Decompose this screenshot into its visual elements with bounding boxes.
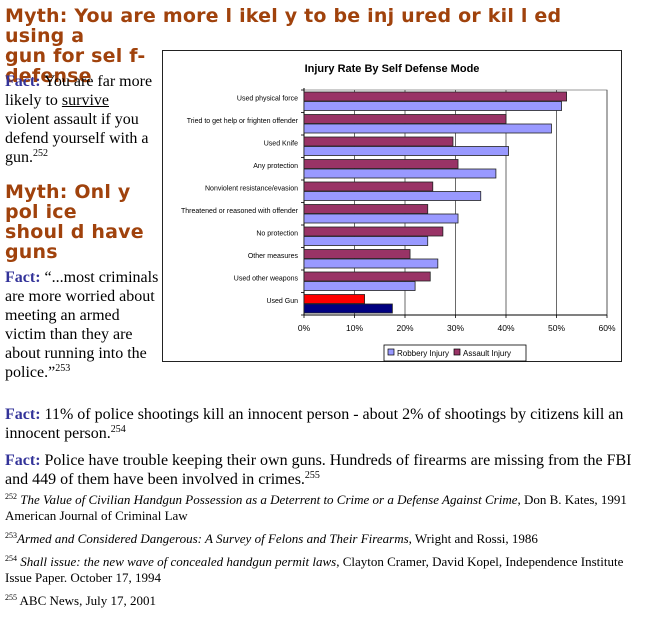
fact-text: “...most criminals are more worried abou… [5,269,159,381]
footnote-253: 253Armed and Considered Dangerous: A Sur… [5,531,650,547]
myth-heading-police: Myth: Onl y pol ice shoul d have guns [5,182,155,262]
injury-rate-chart: Injury Rate By Self Defense Mode Used ph… [181,63,616,362]
bar-assault-injury [303,159,459,169]
fact-fbi-guns-paragraph: Fact: Police have trouble keeping their … [5,451,645,489]
chart-title: Injury Rate By Self Defense Mode [305,63,480,75]
bar-assault-injury [303,294,365,304]
footnote-source: , Wright and Rossi, 1986 [408,531,538,546]
x-tick-label: 30% [447,323,464,333]
chart-x-ticks: 0% 10% 20% 30% 40% 50% 60% [298,315,616,333]
category-label: Any protection [253,163,298,170]
heading-line: pol ice [5,201,77,223]
category-label: No protection [256,230,298,237]
footnote-ref: 252 [33,148,48,159]
footnote-number: 253 [5,531,17,540]
category-label: Used other weapons [234,275,299,282]
heading-line: guns [5,241,58,263]
footnote-source: , Don B. Kates, 1991 American Journal of… [5,492,627,523]
bar-robbery-injury [303,123,552,134]
bar-assault-injury [303,91,568,102]
heading-line: gun for sel f- [5,45,146,67]
bar-robbery-injury [303,236,429,246]
footnote-source: ABC News, July 17, 2001 [17,593,157,608]
legend-swatch [453,348,461,356]
bar-robbery-injury [303,168,497,179]
bar-assault-injury [303,249,411,259]
legend-label: Robbery Injury [397,349,449,358]
footnote-title: The Value of Civilian Handgun Possession… [20,492,518,507]
fact-survive-paragraph: Fact: You are far more likely to survive… [5,72,155,167]
chart-bars [303,91,568,314]
legend-label: Assault Injury [463,349,511,358]
category-label: Threatened or reasoned with offender [181,208,299,215]
fact-label: Fact: [5,73,41,90]
fact-text: 11% of police shootings kill an innocent… [5,406,624,442]
x-tick-label: 60% [598,323,615,333]
fact-label: Fact: [5,406,41,423]
heading-line: Myth: You are more l ikel y to be inj ur… [5,5,562,47]
myth-heading-self-defense: Myth: You are more l ikel y to be inj ur… [5,6,625,86]
bar-robbery-injury [303,191,482,201]
footnote-title: Armed and Considered Dangerous: A Survey… [17,531,409,546]
bar-assault-injury [303,271,431,282]
fact-label: Fact: [5,452,41,469]
bar-robbery-injury [303,101,562,111]
heading-line: defense [5,65,92,87]
fact-text: Police have trouble keeping their own gu… [5,452,632,488]
category-label: Used physical force [237,95,298,102]
footnote-ref: 254 [110,424,126,435]
footnote-number: 255 [5,593,17,602]
x-tick-label: 40% [497,323,514,333]
footnote-source: , Clayton Cramer, David Kopel, Independe… [5,554,624,585]
heading-line: shoul d have [5,221,144,243]
bar-assault-injury [303,136,454,147]
bar-assault-injury [303,114,507,124]
category-label: Tried to get help or frighten offender [187,118,299,125]
x-tick-label: 0% [298,323,311,333]
category-label: Used Knife [264,140,298,147]
category-label: Used Gun [266,298,298,305]
fact-label: Fact: [5,269,41,286]
chart-legend: Robbery Injury Assault Injury [383,344,527,362]
category-label: Nonviolent resistance/evasion [205,185,298,192]
chart-category-labels: Used physical force Tried to get help or … [181,95,299,305]
bar-assault-injury [303,226,444,237]
footnote-title: Shall issue: the new wave of concealed h… [20,554,337,569]
footnote-ref: 255 [304,470,320,481]
footnote-number: 254 [5,554,17,563]
underlined-word: survive [61,92,109,109]
fact-text: You are far more likely to [5,73,153,109]
bar-assault-injury [303,181,434,192]
x-tick-label: 10% [346,323,363,333]
footnote-255: 255 ABC News, July 17, 2001 [5,593,650,609]
fact-police-shootings-paragraph: Fact: 11% of police shootings kill an in… [5,405,645,443]
fact-criminals-paragraph: Fact: “...most criminals are more worrie… [5,268,160,382]
legend-swatch [387,348,395,356]
footnote-ref: 253 [55,363,71,374]
footnotes: 252 The Value of Civilian Handgun Posses… [5,492,650,616]
footnote-252: 252 The Value of Civilian Handgun Posses… [5,492,650,524]
bar-robbery-injury [303,281,416,291]
x-tick-label: 50% [548,323,565,333]
bar-robbery-injury [303,146,509,156]
bar-robbery-injury [303,258,439,269]
bar-assault-injury [303,204,429,214]
bar-robbery-injury [303,303,393,314]
footnote-254: 254 Shall issue: the new wave of conceal… [5,554,650,586]
bar-robbery-injury [303,213,459,224]
fact-text: violent assault if you defend yourself w… [5,111,149,166]
footnote-number: 252 [5,492,17,501]
x-tick-label: 20% [396,323,413,333]
category-label: Other measures [248,253,299,260]
heading-line: Myth: Onl y [5,181,131,203]
